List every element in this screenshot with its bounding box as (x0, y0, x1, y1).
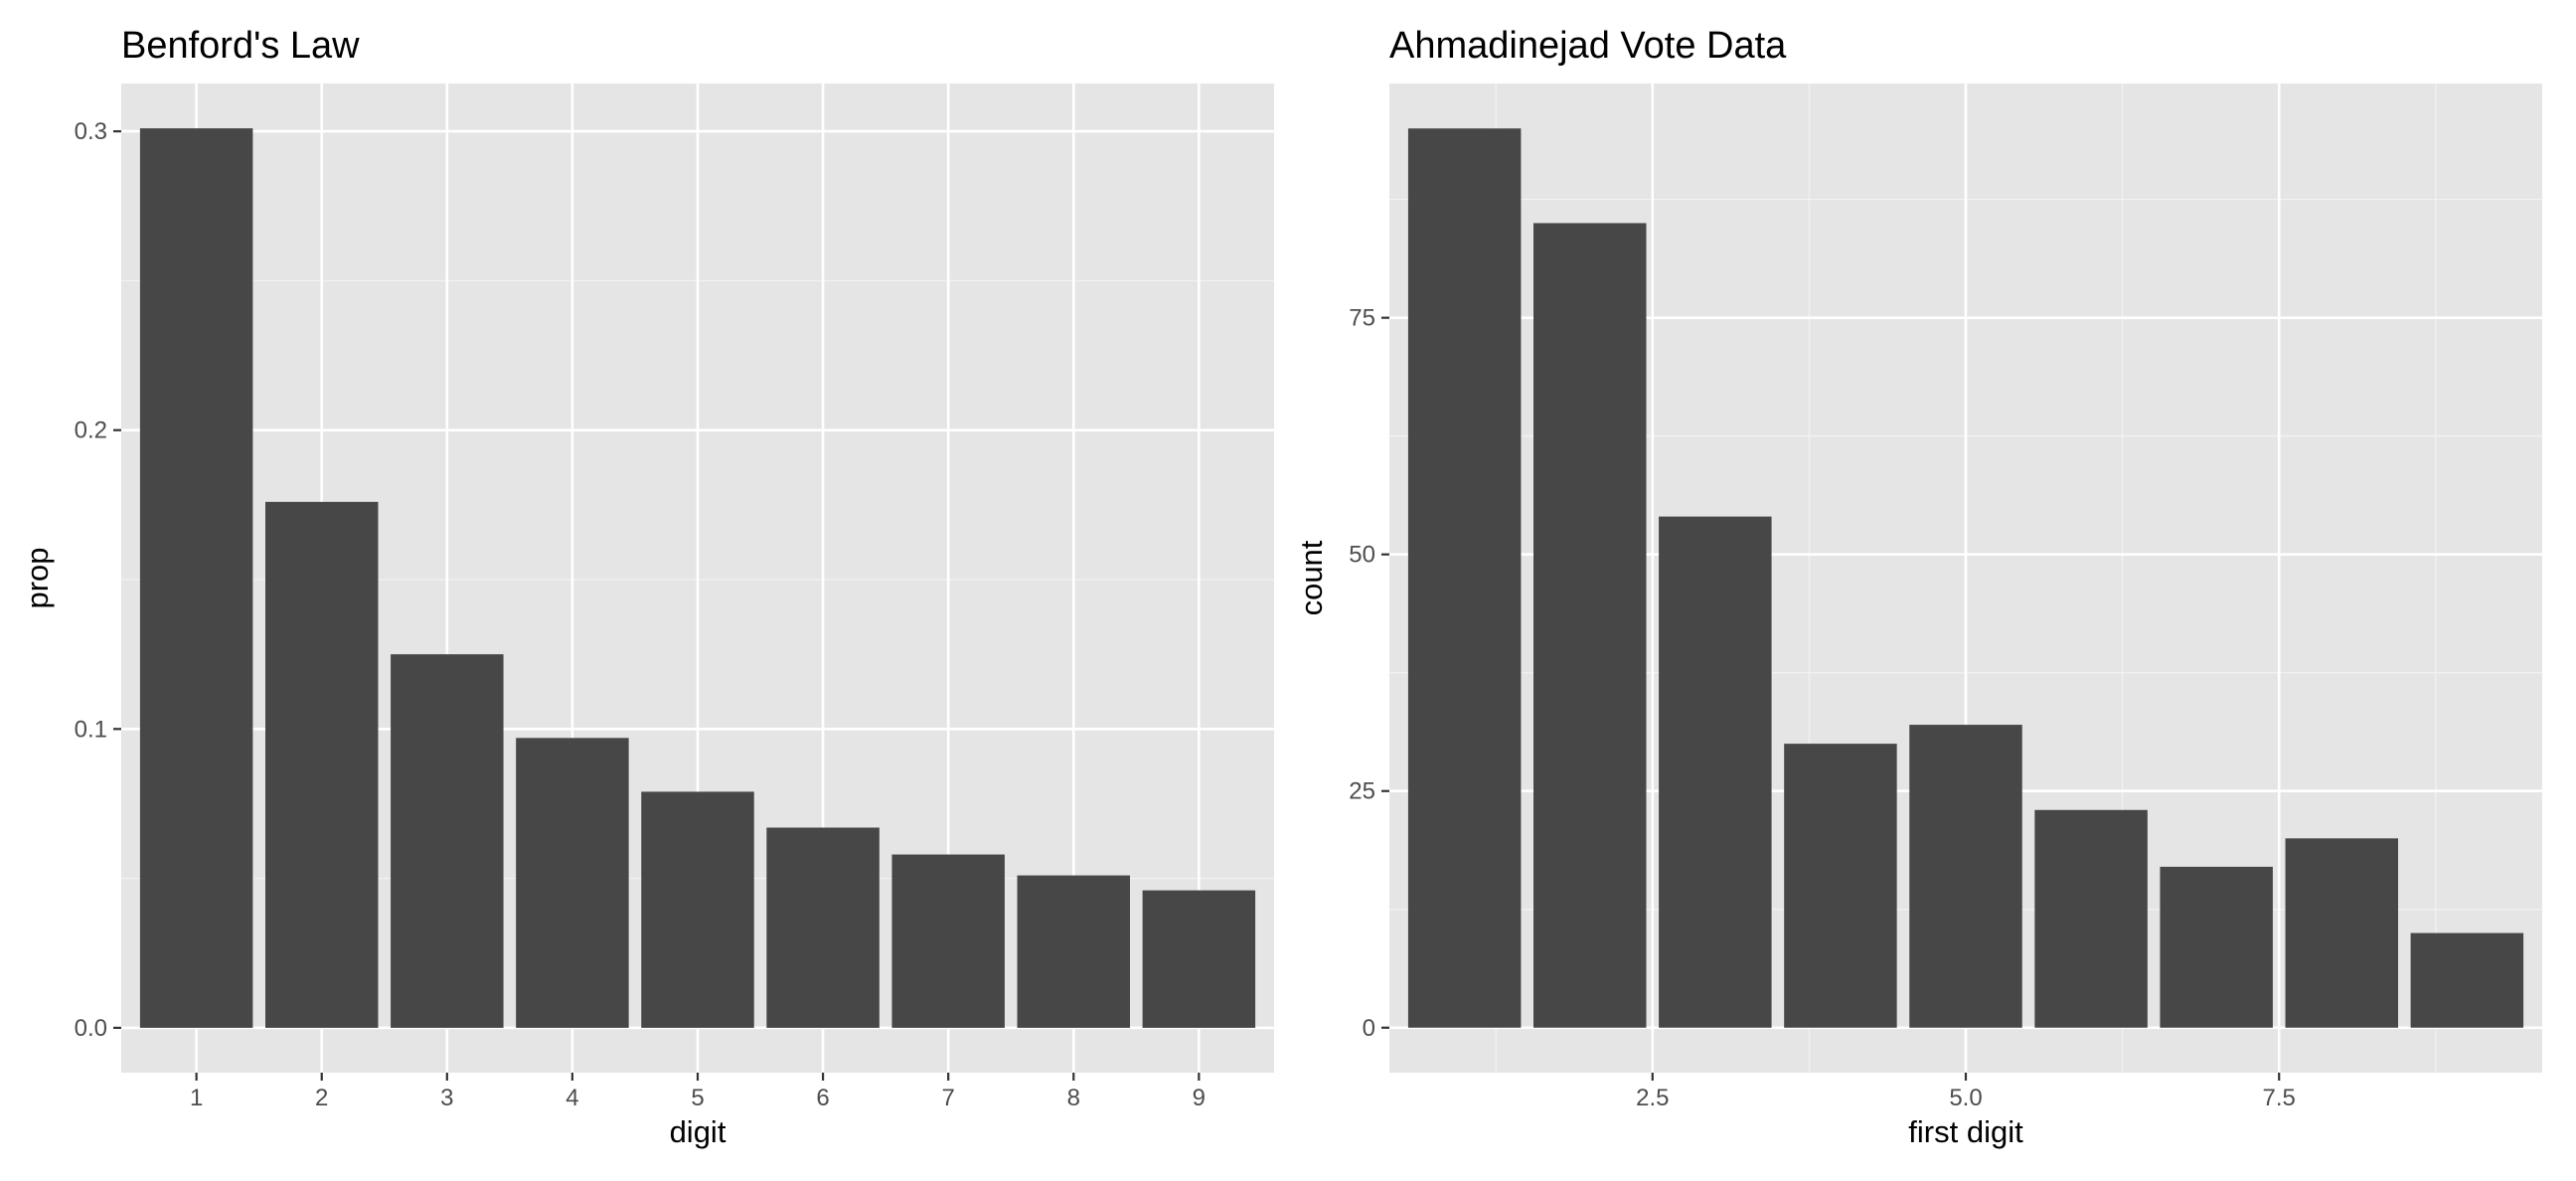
y-tick-label: 0 (1363, 1015, 1375, 1042)
y-tick-label: 0.2 (75, 418, 107, 444)
x-tick-label: 1 (190, 1085, 203, 1111)
y-tick-label: 75 (1349, 305, 1375, 332)
x-tick-label: 2 (315, 1085, 328, 1111)
bar-7 (891, 854, 1005, 1028)
y-tick-label: 0.3 (75, 118, 107, 145)
bar-4 (516, 738, 629, 1028)
bar-2 (265, 501, 379, 1028)
x-axis-title: digit (670, 1114, 726, 1149)
bar-2 (1533, 223, 1647, 1028)
bar-9 (2410, 932, 2524, 1028)
x-tick-label: 5.0 (1949, 1085, 1982, 1111)
y-tick-label: 25 (1349, 778, 1375, 805)
y-axis-title: count (1294, 540, 1329, 615)
y-tick-label: 0.0 (75, 1015, 107, 1042)
y-tick-label: 50 (1349, 542, 1375, 569)
bar-3 (391, 654, 504, 1028)
vote-chart: 0 25 50 75 2.5 5.0 7.5 first digit count Ahmadine… (1294, 25, 2542, 1149)
bar-1 (1407, 128, 1522, 1028)
x-tick-label: 2.5 (1636, 1085, 1669, 1111)
x-tick-label: 7.5 (2263, 1085, 2296, 1111)
bar-9 (1142, 890, 1256, 1028)
bar-8 (1017, 875, 1130, 1028)
bar-3 (1659, 516, 1772, 1028)
chart-title: Ahmadinejad Vote Data (1389, 25, 1787, 67)
bar-6 (2034, 809, 2148, 1028)
x-tick-label: 8 (1067, 1085, 1080, 1111)
x-tick-label: 9 (1193, 1085, 1206, 1111)
bar-1 (139, 128, 253, 1028)
x-axis-title: first digit (1908, 1114, 2023, 1149)
benford-chart: 0.0 0.1 0.2 0.3 1 2 3 4 5 6 7 8 9 digit prop Benford's … (20, 25, 1274, 1149)
y-axis-title: prop (20, 547, 55, 608)
x-tick-label: 5 (691, 1085, 704, 1111)
bar-8 (2285, 838, 2398, 1028)
x-tick-label: 3 (440, 1085, 453, 1111)
x-tick-label: 6 (816, 1085, 829, 1111)
bar-4 (1784, 744, 1897, 1028)
bar-6 (766, 827, 880, 1028)
bar-5 (641, 791, 754, 1028)
bar-5 (1909, 725, 2022, 1028)
x-tick-label: 4 (565, 1085, 578, 1111)
x-tick-label: 7 (941, 1085, 954, 1111)
y-tick-label: 0.1 (75, 716, 107, 743)
chart-title: Benford's Law (121, 25, 360, 67)
bar-7 (2160, 866, 2273, 1028)
